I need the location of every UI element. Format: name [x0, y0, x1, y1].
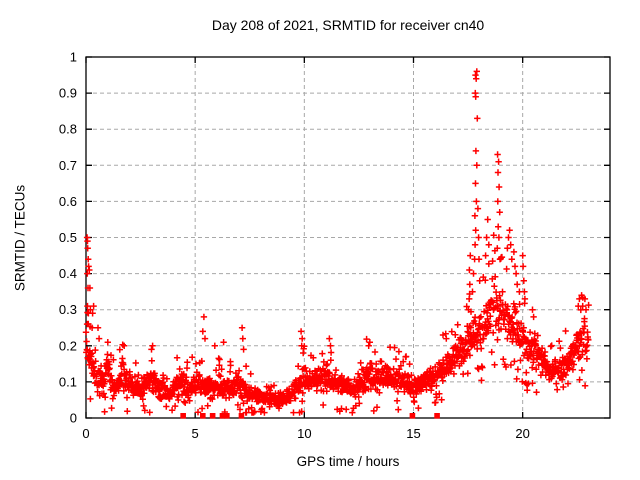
y-tick-label: 0.7: [59, 158, 77, 173]
x-tick-label: 15: [406, 426, 420, 441]
y-axis-label: SRMTID / TECUs: [12, 184, 28, 292]
zero-flag-marker: [238, 413, 245, 419]
x-tick-label: 10: [297, 426, 311, 441]
zero-flag-marker: [180, 413, 186, 419]
y-tick-label: 0.1: [59, 374, 77, 389]
x-tick-label: 0: [82, 426, 89, 441]
zero-flag-marker: [224, 413, 230, 419]
y-tick-label: 0.4: [59, 266, 77, 281]
scatter-series: [82, 68, 592, 416]
zero-flag-marker: [200, 413, 206, 419]
y-tick-label: 1: [70, 50, 77, 65]
y-tick-label: 0.6: [59, 194, 77, 209]
y-tick-label: 0.8: [59, 122, 77, 137]
zero-flag-marker: [409, 413, 416, 419]
grid-lines: [86, 57, 610, 418]
y-tick-label: 0.2: [59, 338, 77, 353]
chart-title: Day 208 of 2021, SRMTID for receiver cn4…: [211, 17, 485, 33]
zero-flag-marker: [209, 413, 216, 419]
y-tick-label: 0.3: [59, 302, 77, 317]
zero-flag-marker: [219, 413, 226, 419]
x-tick-label: 20: [515, 426, 529, 441]
y-tick-label: 0: [70, 411, 77, 426]
y-tick-label: 0.9: [59, 86, 77, 101]
zero-flag-marker: [434, 413, 440, 419]
x-axis-label: GPS time / hours: [296, 454, 400, 469]
y-tick-label: 0.5: [59, 230, 77, 245]
x-tick-label: 5: [192, 426, 199, 441]
